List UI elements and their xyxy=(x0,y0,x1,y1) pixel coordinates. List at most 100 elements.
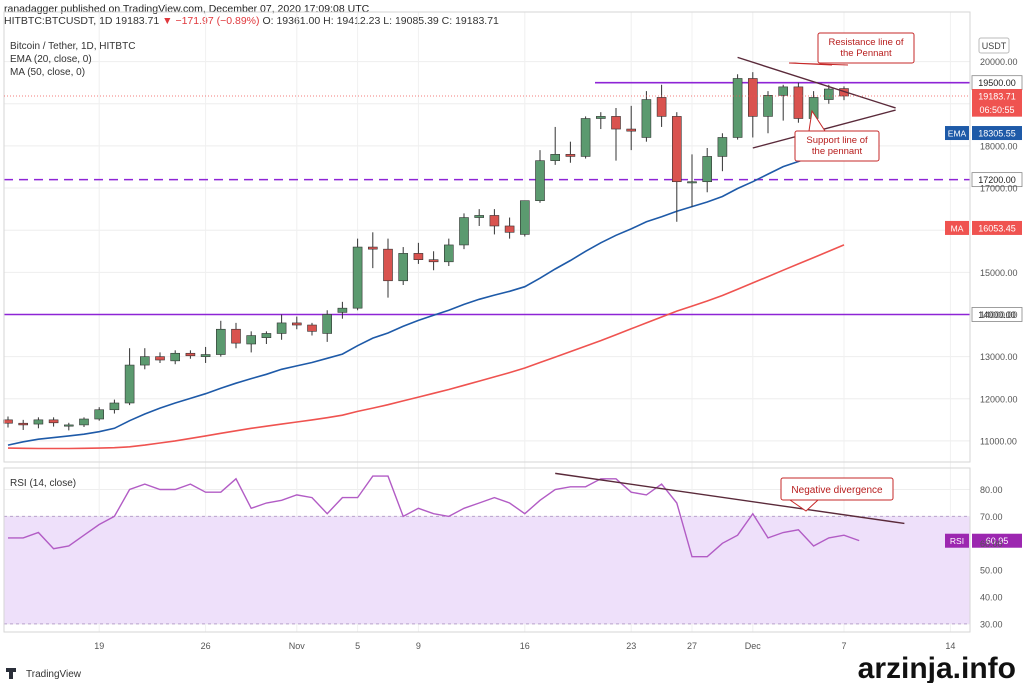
y-tick-label: 18000.00 xyxy=(980,141,1018,151)
support-annotation-text: the pennant xyxy=(812,146,863,157)
resistance-annotation-text: the Pennant xyxy=(840,48,892,59)
support-annotation-text: Support line of xyxy=(806,135,868,146)
candle-body xyxy=(307,324,317,332)
x-tick-label: Nov xyxy=(289,641,306,651)
y-tick-label: 17000.00 xyxy=(980,184,1018,194)
x-tick-label: Dec xyxy=(745,641,762,651)
currency-badge-label: USDT xyxy=(982,41,1007,51)
x-tick-label: 19 xyxy=(94,641,104,651)
rsi-line xyxy=(8,475,860,558)
candle-body xyxy=(18,422,29,426)
candle-body xyxy=(231,328,241,344)
candle-body xyxy=(732,78,743,138)
x-tick-label: 5 xyxy=(355,641,360,651)
candle-body xyxy=(535,160,545,201)
rsi-band xyxy=(4,515,970,625)
rsi-tick-label: 70.00 xyxy=(980,512,1003,522)
candle-body xyxy=(216,328,226,355)
candle-body xyxy=(504,225,515,233)
candle-body xyxy=(79,418,89,426)
divergence-pointer xyxy=(789,499,819,512)
candle-body xyxy=(550,154,561,161)
x-tick-label: 23 xyxy=(626,641,636,651)
candle-body xyxy=(778,86,789,96)
pennant-resistance-line xyxy=(737,56,896,109)
price-badge xyxy=(972,102,1022,117)
symbol-info: HITBTC:BTCUSDT, 1D 19183.71 xyxy=(4,15,160,27)
indicator-tag xyxy=(945,126,969,141)
support-annotation-pointer xyxy=(808,109,826,132)
level-badge xyxy=(971,172,1023,188)
rsi-panel-frame xyxy=(3,467,971,633)
price-badge-label: 18305.55 xyxy=(978,129,1016,139)
resistance-annotation-box xyxy=(817,32,915,64)
price-badge xyxy=(972,220,1022,235)
price-badge-label: 19183.71 xyxy=(978,92,1016,102)
rsi-series: RSI (14, close) RSI 60.95 Negative divergen… xyxy=(8,472,1022,558)
candle-body xyxy=(793,86,804,119)
candle-body xyxy=(595,116,606,119)
candle-body xyxy=(626,128,637,132)
rsi-tag-label: RSI xyxy=(950,536,964,546)
support-annotation-box xyxy=(794,130,880,162)
y-tick-label: 11000.00 xyxy=(980,436,1017,446)
x-tick-label: 9 xyxy=(416,641,421,651)
price-badge xyxy=(972,89,1022,104)
candle-body xyxy=(565,154,576,157)
horizontal-levels: 19500.00 17200.00 14000.00 xyxy=(4,75,1023,322)
currency-badge xyxy=(978,37,1010,54)
candle-body xyxy=(717,137,728,157)
y-tick-label: 13000.00 xyxy=(980,352,1018,362)
indicator-tag xyxy=(945,220,969,235)
divergence-box xyxy=(780,477,894,501)
indicator-tag-label: EMA xyxy=(948,129,967,139)
candle-body xyxy=(489,215,500,227)
candle-body xyxy=(200,354,211,357)
level-badge-label: 14000.00 xyxy=(978,310,1016,320)
candle-body xyxy=(276,322,287,334)
candle-body xyxy=(428,259,439,263)
ohlc-values: O: 19361.00 H: 19412.23 L: 19085.39 C: 1… xyxy=(262,15,499,27)
indicator-tag-label: MA xyxy=(951,223,964,233)
divergence-annotation: Negative divergence xyxy=(791,485,883,496)
level-badge-label: 19500.00 xyxy=(978,78,1016,88)
candle-body xyxy=(246,335,256,345)
rsi-tick-label: 30.00 xyxy=(980,619,1003,629)
candle-body xyxy=(322,314,333,334)
candle-body xyxy=(702,156,713,183)
candle-body xyxy=(337,307,348,313)
ema20-line xyxy=(7,145,845,446)
candle-body xyxy=(140,356,150,366)
candles xyxy=(3,72,849,431)
candle-body xyxy=(185,352,196,357)
rsi-tick-label: 60.00 xyxy=(980,539,1003,549)
rsi-tick-label: 40.00 xyxy=(980,593,1003,603)
y-tick-label: 20000.00 xyxy=(980,57,1018,67)
indicator-legend: MA (50, close, 0) xyxy=(10,67,85,78)
candle-body xyxy=(519,200,530,235)
main-panel-frame xyxy=(3,11,971,463)
rsi-divergence-line xyxy=(555,472,905,525)
y-tick-label: 12000.00 xyxy=(980,394,1018,404)
chart-labels: 19183.71 06:50:55 EMA 18305.55 MA 16053.45 USD… xyxy=(4,32,1022,683)
level-badge xyxy=(971,307,1023,322)
x-tick-label: 26 xyxy=(201,641,211,651)
candle-body xyxy=(109,402,120,411)
candle-body xyxy=(823,88,834,100)
candle-body xyxy=(124,364,135,404)
candle-body xyxy=(64,424,74,427)
rsi-tick-label: 50.00 xyxy=(980,566,1003,576)
candle-body xyxy=(413,253,424,260)
candle-body xyxy=(763,95,773,117)
price-badge xyxy=(972,126,1022,141)
candle-body xyxy=(687,181,697,184)
candle-body xyxy=(170,352,180,362)
x-tick-label: 7 xyxy=(841,641,846,651)
tradingview-logo-icon xyxy=(6,668,16,679)
candle-body xyxy=(611,116,621,130)
candle-body xyxy=(671,116,682,183)
rsi-tag xyxy=(945,533,969,548)
resistance-annotation-pointer xyxy=(788,62,849,66)
candle-body xyxy=(48,419,59,424)
